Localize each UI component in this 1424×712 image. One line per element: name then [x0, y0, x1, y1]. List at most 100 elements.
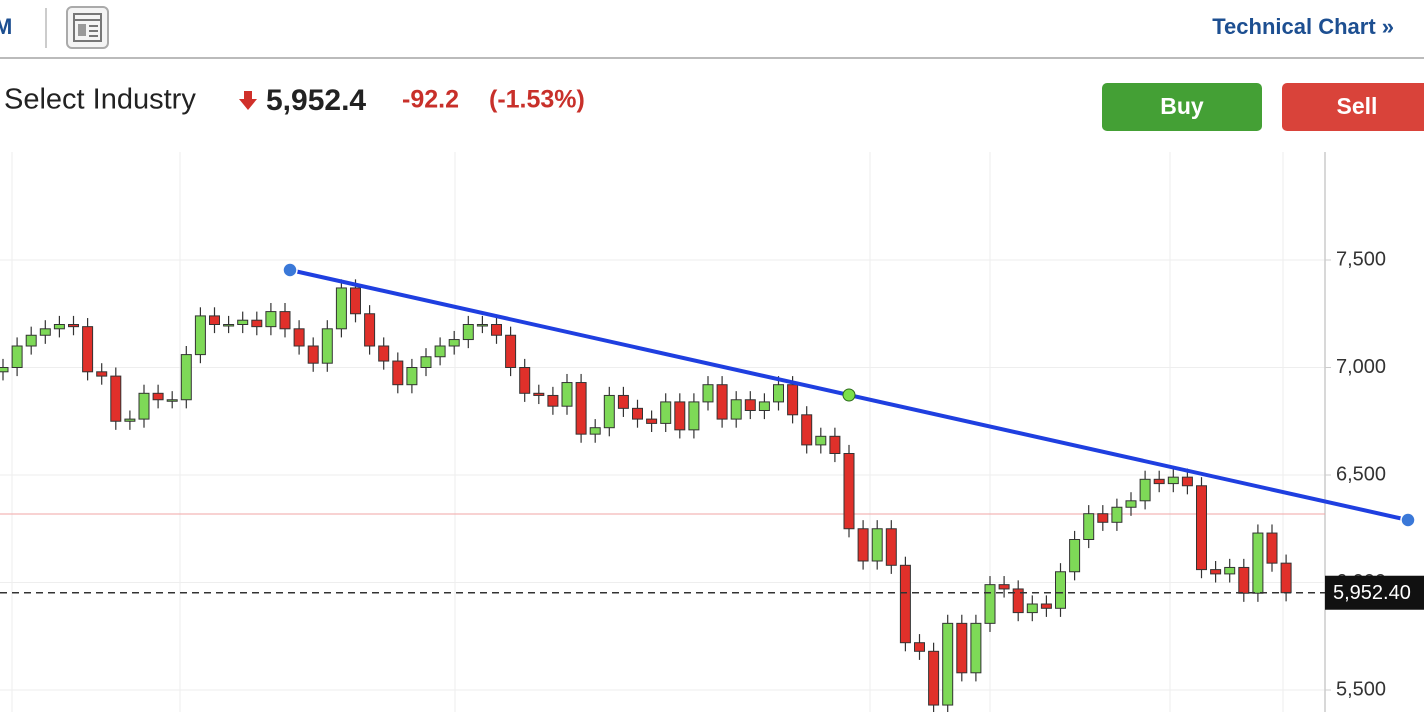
tab-fragment[interactable]: M	[0, 14, 12, 39]
candle-body	[1012, 588, 1024, 614]
candle-body	[1111, 506, 1123, 523]
candle-body	[11, 345, 23, 368]
candle-body	[39, 328, 51, 336]
sell-button[interactable]: Sell	[1282, 83, 1424, 131]
icon-glyph	[78, 24, 86, 36]
technical-chart-link[interactable]: Technical Chart »	[1212, 14, 1394, 39]
candle-body	[194, 315, 206, 356]
icon-glyph	[73, 13, 102, 42]
candle-body	[603, 394, 615, 429]
candle-body	[970, 622, 982, 674]
candle-body	[1196, 485, 1207, 571]
candle-body	[984, 584, 996, 624]
candle-body	[279, 311, 291, 330]
candle-body	[209, 315, 220, 325]
candle-body	[378, 345, 390, 362]
candle-body	[815, 435, 827, 446]
change-percent: (-1.53%)	[489, 86, 585, 114]
candle-body	[124, 418, 136, 422]
candle-body	[0, 367, 9, 373]
trendline-drawing[interactable]	[282, 262, 1416, 528]
current-price-badge	[1325, 575, 1424, 610]
candle-body	[871, 528, 883, 562]
candle-body	[251, 319, 263, 328]
candle-body	[1083, 513, 1095, 541]
candle-body	[617, 394, 629, 409]
y-tick-label: 6,500	[1336, 463, 1386, 485]
candle-body	[956, 622, 968, 674]
candle-body	[716, 384, 728, 420]
vertical-grid	[11, 152, 1284, 712]
candle-body	[25, 334, 37, 347]
candle-body	[674, 401, 686, 431]
candle-body	[1224, 566, 1236, 575]
icon-frame	[66, 6, 109, 49]
candle-body	[476, 324, 488, 327]
candle-body	[448, 339, 460, 347]
candle-body	[1026, 603, 1038, 614]
buy-label: Buy	[1160, 93, 1204, 119]
candle-body	[1238, 566, 1250, 594]
y-tick-label: 7,500	[1336, 248, 1386, 270]
candle-body	[293, 328, 305, 347]
candle-body	[505, 334, 517, 368]
candle-body	[702, 384, 714, 403]
candle-body	[758, 401, 770, 411]
trendline-mid-handle[interactable]	[842, 388, 856, 402]
candle-body	[519, 367, 531, 394]
candle-body	[1097, 513, 1109, 523]
candle-body	[462, 324, 474, 341]
candle-body	[1040, 603, 1052, 609]
candle-body	[68, 324, 79, 328]
candle-body	[1125, 500, 1137, 508]
candle-body	[350, 287, 361, 315]
candle-body	[575, 382, 587, 435]
candle-body	[547, 394, 559, 407]
buy-button[interactable]: Buy	[1102, 83, 1262, 131]
candle-body	[998, 584, 1010, 590]
candle-body	[1280, 562, 1292, 594]
candle-body	[321, 328, 333, 364]
candle-body	[928, 650, 940, 706]
candle-body	[166, 399, 178, 402]
candle-body	[829, 435, 841, 454]
candle-body	[1167, 476, 1179, 485]
candle-body	[1181, 476, 1193, 487]
candle-body	[180, 354, 192, 401]
trendline-handle[interactable]	[282, 262, 298, 278]
candle-body	[632, 407, 643, 420]
layout-icon[interactable]	[66, 6, 109, 49]
sell-label: Sell	[1337, 93, 1378, 119]
candle-body	[1210, 569, 1222, 575]
candle-body	[744, 399, 756, 411]
candle-body	[392, 360, 404, 386]
candles	[0, 279, 1292, 712]
candle-body	[237, 319, 249, 326]
candle-body	[406, 367, 418, 386]
candle-body	[801, 414, 813, 446]
candle-body	[223, 324, 235, 327]
candle-body	[730, 399, 742, 420]
trendline-handle[interactable]	[1400, 512, 1416, 528]
buy-button-bg	[1102, 83, 1262, 131]
candle-body	[138, 392, 150, 420]
overlay: 5,952.40	[0, 575, 1424, 610]
candle-body	[899, 564, 911, 644]
candle-body	[589, 427, 601, 435]
candle-body	[646, 418, 658, 424]
candle-body	[53, 324, 65, 330]
candle-body	[1055, 571, 1066, 609]
candle-body	[335, 287, 347, 330]
candle-body	[773, 384, 784, 403]
y-tick-label: 7,000	[1336, 356, 1386, 378]
candle-body	[787, 384, 799, 416]
candle-body	[688, 401, 700, 431]
industry-name[interactable]: Select Industry	[4, 84, 196, 116]
candle-body	[533, 392, 545, 396]
candle-body	[82, 326, 94, 373]
candle-body	[1266, 532, 1278, 564]
candle-body	[1252, 532, 1264, 594]
candle-body	[265, 311, 277, 328]
